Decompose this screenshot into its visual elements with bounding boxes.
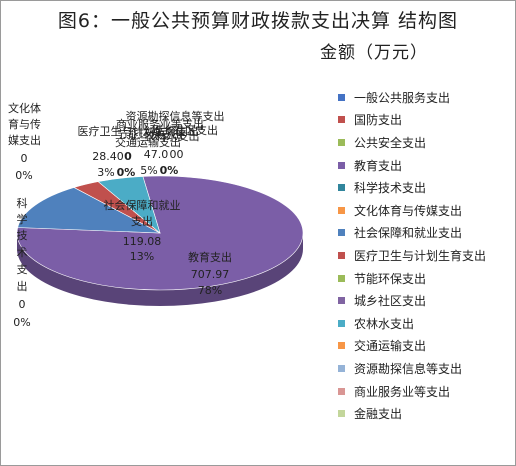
legend-swatch — [338, 297, 345, 305]
legend-label: 社会保障和就业支出 — [354, 226, 463, 241]
legend-label: 公共安全支出 — [354, 135, 427, 150]
label-cluster-medical: 医疗卫生与计划生育支出 — [78, 124, 199, 138]
legend-label: 商业服务业等支出 — [354, 384, 451, 399]
chart-title: 图6：一般公共预算财政拨款支出决算 结构图 — [57, 10, 459, 32]
label-cluster-energy: 节能环保支出 — [117, 127, 183, 141]
label-science-char1: 科 — [17, 196, 28, 210]
label-culture-line3: 媒支出 — [8, 133, 41, 147]
pie-slice-side — [17, 233, 303, 306]
pie-slice — [97, 176, 161, 234]
label-cluster-urban: 城乡社区支出 — [152, 123, 218, 137]
label-science-char5: 支 — [17, 263, 28, 276]
label-cluster-medical-value: 28.40 — [92, 150, 124, 163]
legend-swatch — [338, 410, 345, 418]
pie-slice — [17, 187, 161, 234]
legend-item: 节能环保支出 — [338, 267, 508, 290]
legend-label: 一般公共服务支出 — [354, 90, 451, 105]
legend-swatch — [338, 116, 345, 124]
label-cluster-zero1: 0 — [124, 150, 132, 163]
legend-swatch — [338, 229, 345, 237]
label-culture-value: 0 — [21, 152, 28, 165]
label-cluster-agri-value: 47.0 — [144, 148, 169, 161]
label-cluster-transport: 交通运输支出 — [115, 135, 181, 149]
legend-swatch — [338, 342, 345, 350]
legend-label: 教育支出 — [354, 158, 403, 173]
legend-label: 城乡社区支出 — [354, 294, 427, 309]
label-cluster-zero3: 0 — [177, 148, 184, 161]
legend-item: 一般公共服务支出 — [338, 86, 508, 109]
label-science-char6: 出 — [17, 279, 28, 293]
chart-subtitle: 金额（万元） — [320, 43, 428, 63]
label-education-pct: 78% — [198, 284, 222, 297]
legend-label: 科学技术支出 — [354, 181, 427, 196]
label-cluster-medical-pct: 3% — [97, 166, 114, 179]
legend-item: 商业服务业等支出 — [338, 380, 508, 403]
legend-label: 国防支出 — [354, 113, 403, 128]
pie-slices — [16, 175, 304, 306]
label-social-line1: 社会保障和就业 — [104, 198, 181, 212]
legend-item: 城乡社区支出 — [338, 289, 508, 312]
legend-item: 科学技术支出 — [338, 176, 508, 199]
legend-item: 公共安全支出 — [338, 131, 508, 154]
legend: 一般公共服务支出 国防支出公共安全支出 教育支出科学技术支出文化体育与传媒支出 社会保… — [338, 86, 508, 425]
label-culture-pct: 0% — [15, 169, 32, 182]
label-cluster-resources: 资源勘探信息等支出 — [126, 109, 225, 123]
legend-swatch — [338, 184, 345, 192]
legend-swatch — [338, 251, 345, 259]
label-culture-line2: 育与传 — [8, 117, 41, 131]
legend-item: 金融支出 — [338, 402, 508, 425]
label-culture-line1: 文化体 — [8, 101, 41, 115]
label-cluster-commerce: 商业服务业等支出 — [116, 117, 204, 131]
legend-item: 文化体育与传媒支出 — [338, 199, 508, 222]
legend-swatch — [338, 93, 345, 101]
label-social-pct: 13% — [130, 250, 154, 263]
label-cluster-zero-pct2: 0% — [160, 164, 179, 177]
legend-swatch — [338, 364, 345, 372]
legend-swatch — [338, 387, 345, 395]
legend-swatch — [338, 274, 345, 282]
label-science-pct: 0% — [13, 316, 30, 329]
label-cluster-agri-pct: 5% — [140, 164, 157, 177]
legend-label: 交通运输支出 — [354, 339, 427, 354]
legend-item: 资源勘探信息等支出 — [338, 357, 508, 380]
legend-item: 国防支出 — [338, 109, 508, 132]
label-cluster-zero2: 0 — [170, 148, 177, 161]
legend-label: 文化体育与传媒支出 — [354, 203, 463, 218]
legend-swatch — [338, 161, 345, 169]
label-education-value: 707.97 — [191, 268, 230, 281]
legend-label: 金融支出 — [354, 407, 403, 422]
legend-label: 医疗卫生与计划生育支出 — [354, 248, 487, 263]
legend-item: 社会保障和就业支出 — [338, 222, 508, 245]
label-cluster-agri: 农林水支出 — [145, 129, 200, 143]
label-social-value: 119.08 — [123, 235, 162, 248]
legend-swatch — [338, 206, 345, 214]
legend-swatch — [338, 319, 345, 327]
legend-swatch — [338, 138, 345, 146]
legend-label: 节能环保支出 — [354, 271, 427, 286]
label-science-char2: 学 — [17, 212, 28, 226]
label-education-name: 教育支出 — [188, 250, 232, 264]
legend-item: 医疗卫生与计划生育支出 — [338, 244, 508, 267]
label-cluster-zero-pct1: 0% — [117, 166, 136, 179]
label-social-line2: 支出 — [131, 214, 153, 228]
legend-item: 交通运输支出 — [338, 335, 508, 358]
label-science-char3: 技 — [17, 229, 28, 242]
legend-label: 农林水支出 — [354, 316, 415, 331]
legend-label: 资源勘探信息等支出 — [354, 361, 463, 376]
legend-item: 农林水支出 — [338, 312, 508, 335]
legend-item: 教育支出 — [338, 154, 508, 177]
label-science-char4: 术 — [17, 246, 28, 259]
label-science-value: 0 — [19, 298, 26, 311]
